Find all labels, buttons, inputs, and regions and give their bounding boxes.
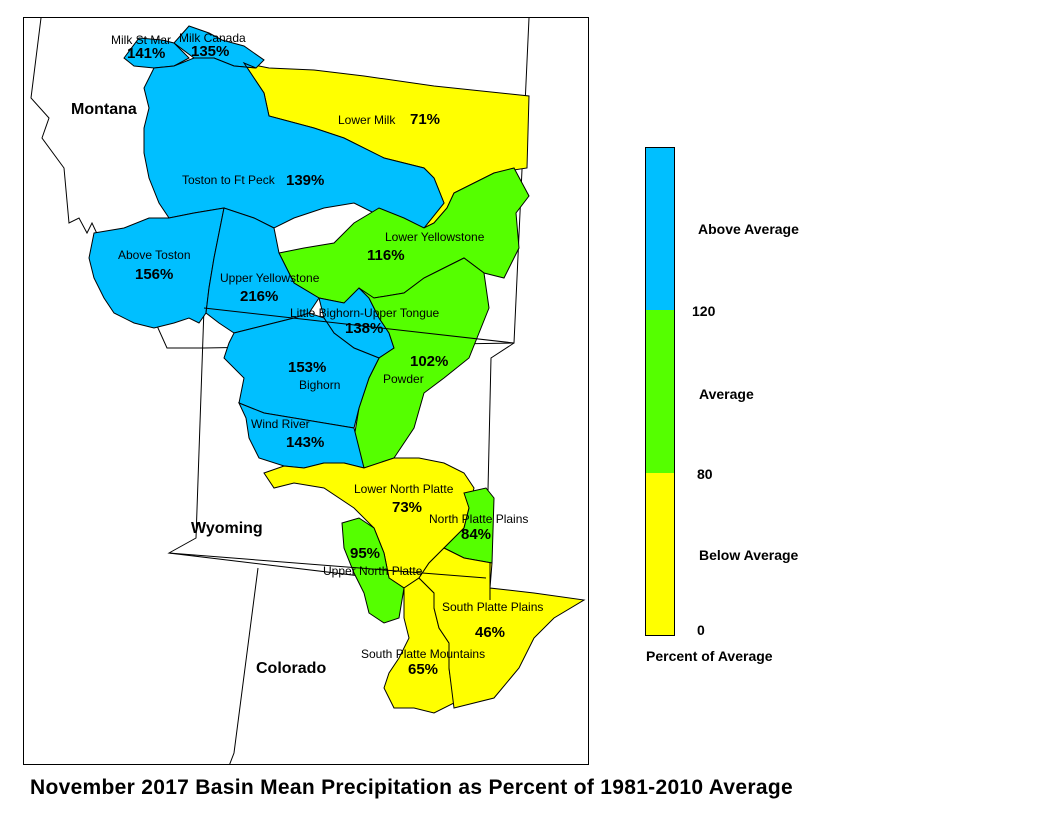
basin-milk-st-mary	[123, 37, 190, 69]
basin-pct-little-bighorn-upper-tongue: 138%	[345, 320, 384, 337]
basin-name-milk-canada: Milk Canada	[179, 31, 246, 45]
legend-break-80: 80	[697, 466, 713, 482]
basin-name-powder: Powder	[383, 372, 424, 386]
basin-pct-north-platte-plains: 84%	[461, 526, 492, 543]
basin-name-upper-north-platte: Upper North Platte	[323, 564, 423, 578]
legend-swatch-below	[646, 473, 674, 635]
basin-pct-upper-north-platte: 95%	[350, 545, 381, 562]
map-frame: Montana Wyoming Colorado Milk St Mar 141…	[23, 17, 589, 765]
basin-name-lower-milk: Lower Milk	[338, 113, 396, 127]
basin-pct-milk-canada: 135%	[191, 43, 230, 60]
basin-pct-south-platte-mountains: 65%	[408, 661, 439, 678]
legend-color-bar	[645, 147, 675, 636]
basin-pct-south-platte-plains: 46%	[475, 624, 506, 641]
basin-pct-wind-river: 143%	[286, 434, 325, 451]
map-canvas	[30, 18, 586, 764]
basin-name-little-bighorn-upper-tongue: Little Bighorn-Upper Tongue	[290, 306, 440, 320]
basin-pct-lower-milk: 71%	[410, 111, 441, 128]
basin-name-south-platte-plains: South Platte Plains	[442, 600, 544, 614]
basin-name-south-platte-mountains: South Platte Mountains	[361, 647, 486, 661]
legend-swatch-average	[646, 310, 674, 473]
legend-break-0: 0	[697, 622, 705, 638]
basin-name-upper-yellowstone: Upper Yellowstone	[220, 271, 320, 285]
basin-pct-toston-ft-peck: 139%	[286, 172, 325, 189]
basin-name-lower-yellowstone: Lower Yellowstone	[385, 230, 485, 244]
basin-name-lower-north-platte: Lower North Platte	[354, 482, 454, 496]
map-title: November 2017 Basin Mean Precipitation a…	[30, 776, 793, 799]
basin-name-above-toston: Above Toston	[118, 248, 191, 262]
basin-powder	[353, 257, 490, 469]
basin-name-milk-st-mary: Milk St Mar	[111, 33, 171, 47]
basin-south-platte-plains	[418, 547, 586, 709]
colorado-boundary	[229, 567, 259, 764]
montana-boundary	[30, 18, 530, 349]
basin-pct-above-toston: 156%	[135, 266, 174, 283]
basin-name-north-platte-plains: North Platte Plains	[429, 512, 529, 526]
legend-title: Percent of Average	[646, 648, 773, 664]
basin-above-toston	[88, 207, 225, 329]
state-label-montana: Montana	[71, 101, 137, 118]
basin-pct-lower-yellowstone: 116%	[367, 247, 405, 264]
basin-pct-lower-north-platte: 73%	[392, 499, 423, 516]
basin-upper-north-platte	[341, 517, 405, 624]
basin-bighorn	[223, 312, 380, 429]
legend-swatch-above	[646, 148, 674, 310]
basin-name-wind-river: Wind River	[251, 417, 310, 431]
state-label-wyoming: Wyoming	[191, 520, 263, 537]
wyoming-colorado-line	[168, 552, 487, 579]
state-label-colorado: Colorado	[256, 660, 327, 677]
legend-label-average: Average	[699, 386, 754, 402]
basin-pct-powder: 102%	[410, 353, 449, 370]
basin-pct-upper-yellowstone: 216%	[240, 288, 279, 305]
basin-name-toston-ft-peck: Toston to Ft Peck	[182, 173, 275, 187]
basin-name-bighorn: Bighorn	[299, 378, 341, 392]
legend-break-120: 120	[692, 303, 716, 319]
legend-label-below: Below Average	[699, 547, 799, 563]
legend-label-above: Above Average	[698, 221, 799, 237]
montana-wyoming-line	[203, 307, 515, 344]
basin-pct-bighorn: 153%	[288, 359, 327, 376]
basin-pct-milk-st-mary: 141%	[127, 45, 166, 62]
